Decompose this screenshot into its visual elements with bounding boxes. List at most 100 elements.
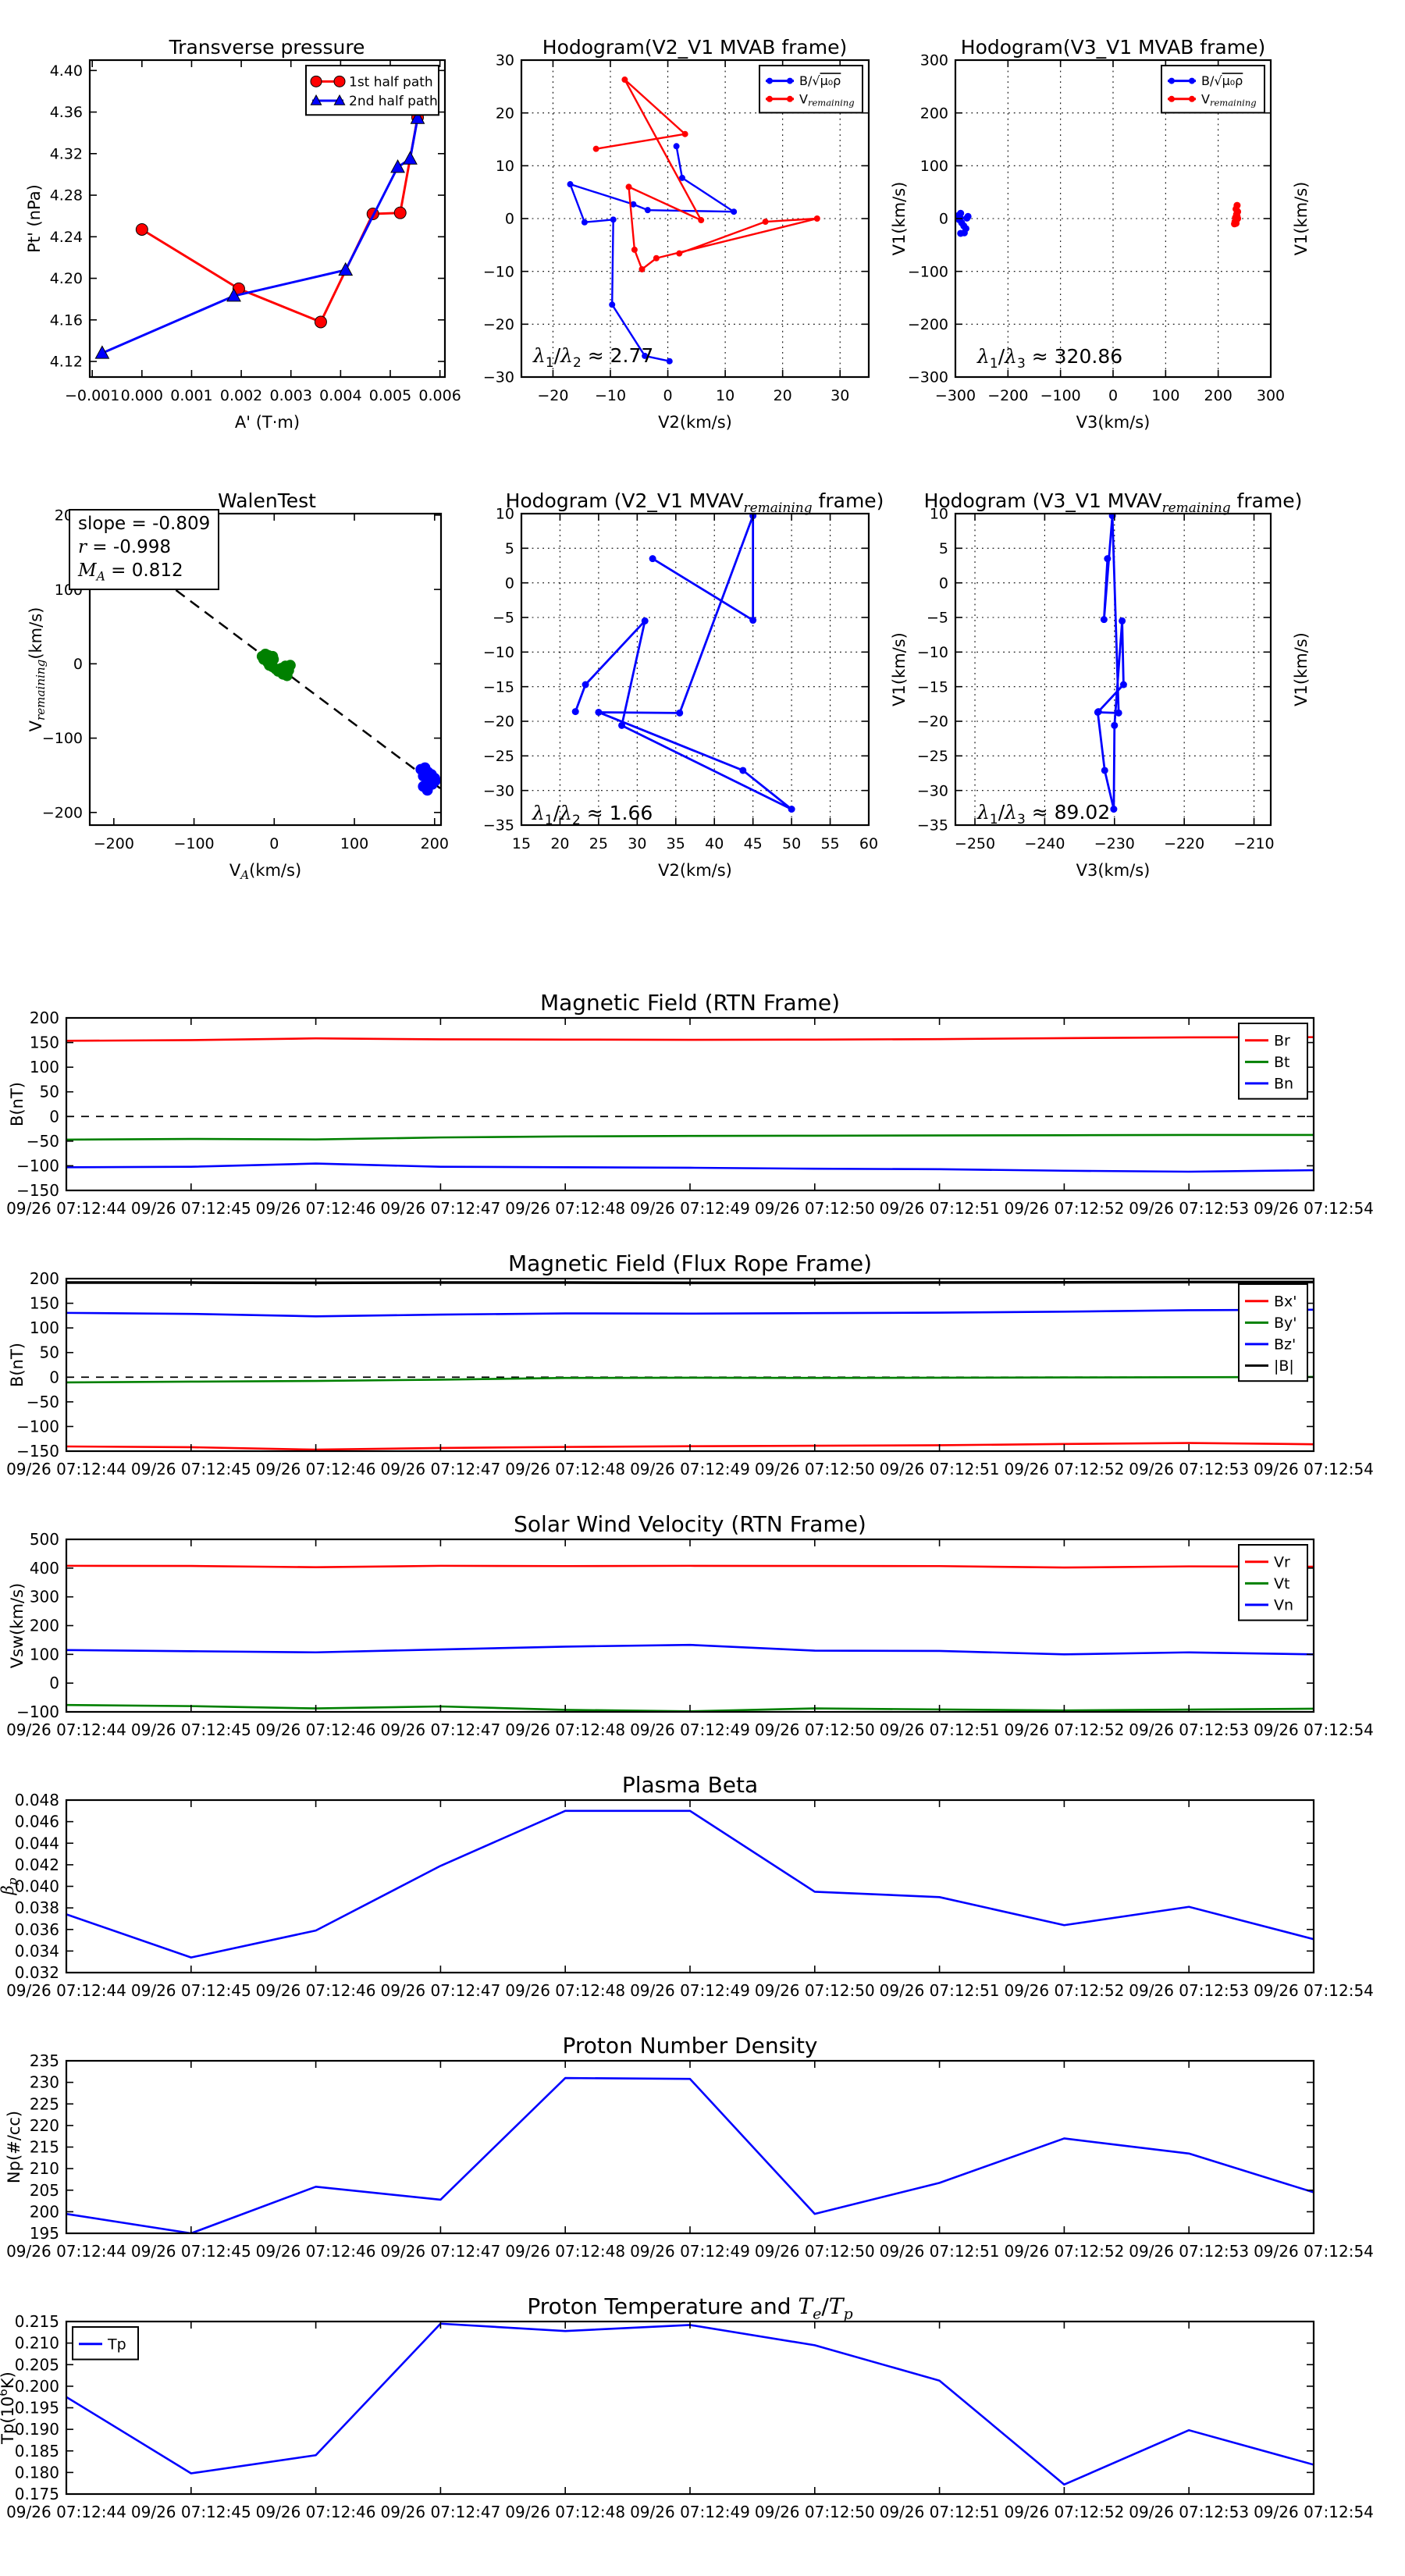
svg-text:500: 500 [30,1530,59,1549]
svg-text:0.038: 0.038 [15,1898,59,1917]
svg-text:0: 0 [663,387,673,404]
svg-text:09/26 07:12:51: 09/26 07:12:51 [880,2242,1000,2261]
plot-transverse-pressure: −0.001 0.000 0.001 0.002 0.003 0.004 0.005 0.00… [25,59,461,432]
svg-text:0.005: 0.005 [369,387,411,404]
series-b-sqrt-mu0-rho- [567,143,738,365]
svg-text:−100: −100 [16,1156,59,1175]
svg-text:09/26 07:12:48: 09/26 07:12:48 [505,1720,625,1739]
svg-text:0.001: 0.001 [170,387,212,404]
svg-text:50: 50 [40,1083,59,1101]
svg-text:200: 200 [421,835,449,852]
svg-text:−5: −5 [493,610,514,627]
svg-text:Bt: Bt [1274,1054,1289,1071]
svg-text:0.215: 0.215 [15,2312,59,2331]
svg-text:205: 205 [30,2181,59,2200]
svg-text:09/26 07:12:48: 09/26 07:12:48 [505,1199,625,1218]
svg-text:09/26 07:12:53: 09/26 07:12:53 [1129,2503,1249,2521]
svg-text:−20: −20 [483,713,514,731]
series-layer [66,1809,1314,1959]
series-v-remaining [592,76,820,272]
svg-text:−150: −150 [16,1442,59,1461]
svg-text:200: 200 [30,1617,59,1635]
svg-text:B/√μ₀ρ: B/√μ₀ρ [1201,73,1243,88]
svg-text:Vsw(km/s): Vsw(km/s) [8,1583,27,1669]
svg-text:300: 300 [30,1588,59,1606]
svg-text:09/26 07:12:44: 09/26 07:12:44 [6,1199,126,1218]
svg-text:20: 20 [496,105,514,122]
svg-text:−15: −15 [483,678,514,696]
svg-text:30: 30 [628,835,646,852]
svg-text:Vremaining: Vremaining [799,91,855,108]
svg-text:09/26 07:12:45: 09/26 07:12:45 [131,1460,251,1478]
legend-hodogram-v2v1-mvab: B/√μ₀ρ Vremaining [759,65,863,114]
series-bt [66,1133,1314,1141]
svg-text:45: 45 [744,835,763,852]
svg-text:09/26 07:12:48: 09/26 07:12:48 [505,1460,625,1478]
svg-text:09/26 07:12:46: 09/26 07:12:46 [256,1460,376,1478]
svg-text:0: 0 [1108,387,1118,404]
svg-text:V1(km/s): V1(km/s) [1292,182,1311,256]
svg-text:09/26 07:12:50: 09/26 07:12:50 [755,1981,875,2000]
svg-text:Vremaining(km/s): Vremaining(km/s) [27,607,48,732]
svg-text:50: 50 [782,835,801,852]
svg-text:09/26 07:12:46: 09/26 07:12:46 [256,2503,376,2521]
title-walen-test: WalenTest [218,489,316,512]
svg-text:0.040: 0.040 [15,1877,59,1896]
svg-text:200: 200 [30,1009,59,1027]
svg-text:0.044: 0.044 [15,1834,59,1852]
svg-text:4.20: 4.20 [50,270,83,287]
svg-text:09/26 07:12:53: 09/26 07:12:53 [1129,1460,1249,1478]
plot-hodogram-v3v1-mvab: −300 −200 −100 0 100 200 300 −300 −200 −100 0 100 20… [908,52,1311,432]
svg-text:100: 100 [30,1318,59,1337]
svg-text:300: 300 [920,52,948,69]
svg-text:0.036: 0.036 [15,1920,59,1939]
series-layer [66,1036,1314,1173]
svg-text:−30: −30 [917,782,948,799]
svg-text:09/26 07:12:46: 09/26 07:12:46 [256,1720,376,1739]
svg-text:Bx': Bx' [1274,1293,1297,1310]
svg-text:−200: −200 [94,835,134,852]
walen-ma-value: MA = 0.812 [78,560,183,584]
plot-hodogram-v2v1-mvav: 15 20 25 30 35 40 45 50 55 60−35−30−25−20−15−10−5… [483,506,909,880]
svg-text:0: 0 [73,656,83,673]
svg-text:100: 100 [1151,387,1179,404]
title-magnetic-field-flux-rope: Magnetic Field (Flux Rope Frame) [507,1251,873,1276]
series-bz- [66,1308,1314,1318]
series-v-remaining-path [1094,514,1127,813]
svg-text:20: 20 [550,835,569,852]
svg-text:09/26 07:12:54: 09/26 07:12:54 [1254,2503,1374,2521]
svg-text:09/26 07:12:45: 09/26 07:12:45 [131,1199,251,1218]
series-v-remaining-path [571,514,795,813]
svg-text:−10: −10 [595,387,626,404]
svg-text:−220: −220 [1164,835,1204,852]
svg-text:50: 50 [40,1343,59,1362]
svg-text:−100: −100 [1040,387,1081,404]
svg-text:09/26 07:12:51: 09/26 07:12:51 [880,1199,1000,1218]
svg-text:09/26 07:12:50: 09/26 07:12:50 [755,2242,875,2261]
svg-text:−20: −20 [483,316,514,333]
svg-text:0.006: 0.006 [418,387,461,404]
svg-text:100: 100 [920,158,948,175]
svg-text:09/26 07:12:49: 09/26 07:12:49 [630,1981,750,2000]
svg-text:09/26 07:12:46: 09/26 07:12:46 [256,1981,376,2000]
svg-text:09/26 07:12:51: 09/26 07:12:51 [880,1981,1000,2000]
svg-text:0: 0 [49,1368,59,1386]
svg-text:220: 220 [30,2116,59,2135]
svg-text:09/26 07:12:49: 09/26 07:12:49 [630,1199,750,1218]
svg-text:09/26 07:12:47: 09/26 07:12:47 [380,1720,500,1739]
svg-text:400: 400 [30,1559,59,1578]
svg-text:V1(km/s): V1(km/s) [1292,632,1311,706]
svg-text:200: 200 [1204,387,1232,404]
svg-text:V1(km/s): V1(km/s) [890,632,909,706]
plot-magnetic-field-flux-rope: 09/26 07:12:44 09/26 07:12:45 09/26 07:12:… [6,1269,1374,1478]
svg-text:09/26 07:12:47: 09/26 07:12:47 [380,1460,500,1478]
plot-hodogram-v2v1-mvab: −20 −10 0 10 20 30 −30 −20 −10 0 10 20 30 V2(km/s) V1(… [483,52,909,432]
svg-text:−230: −230 [1094,835,1135,852]
svg-text:Bz': Bz' [1274,1336,1296,1354]
svg-text:55: 55 [820,835,839,852]
title-proton-number-density: Proton Number Density [562,2033,818,2058]
svg-text:09/26 07:12:53: 09/26 07:12:53 [1129,1199,1249,1218]
svg-text:09/26 07:12:53: 09/26 07:12:53 [1129,2242,1249,2261]
title-proton-temperature: Proton Temperature and Te/Tp [527,2293,853,2323]
svg-text:09/26 07:12:49: 09/26 07:12:49 [630,1720,750,1739]
